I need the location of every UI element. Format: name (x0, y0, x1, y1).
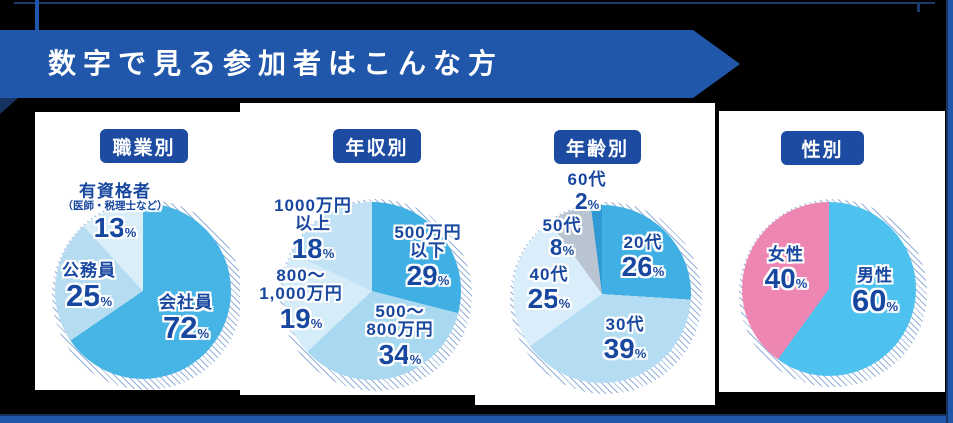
slice-label-male: 男性 60% (837, 266, 913, 319)
percent-value: 2% (574, 188, 600, 215)
percent-sign: % (322, 245, 335, 261)
left-accent-bar (35, 0, 39, 31)
slice-label-8m-10m: 800〜 1,000万円 19% (246, 266, 356, 334)
percent-sign: % (409, 351, 422, 367)
percent-value: 8% (549, 234, 575, 261)
gender-pie-chart (742, 202, 916, 376)
percent-sign: % (634, 346, 647, 362)
income-pie (280, 199, 472, 391)
card-income: 年収別 1000万円 以上 18% 500万円 以下 29% 800〜 1,00… (240, 103, 475, 395)
percent-sign: % (558, 296, 571, 312)
bottom-border (0, 414, 953, 423)
slice-label-qualified: 有資格者 （医師・税理士など） 13% (40, 182, 190, 243)
percent-value: 72% (162, 310, 210, 346)
header-banner-fold (0, 98, 18, 114)
age-pie-chart (513, 205, 691, 383)
percent-sign: % (587, 197, 600, 213)
occupation-pie (52, 200, 242, 390)
slice-label-female: 女性 40% (752, 245, 820, 295)
slice-label-20s: 20代 26% (605, 233, 681, 283)
card-occupation: 職業別 有資格者 （医師・税理士など） 13% 公務員 25% 会社員 72% (35, 112, 242, 390)
card-income-badge: 年収別 (333, 129, 421, 163)
slice-label-company-employee: 会社員 72% (147, 293, 225, 346)
percent-sign: % (562, 243, 575, 259)
slice-label-40s: 40代 25% (513, 265, 585, 315)
age-pie (510, 202, 702, 394)
header-banner-arrow-icon (693, 30, 740, 98)
percent-value: 60% (851, 283, 899, 319)
right-border (946, 0, 953, 423)
percent-value: 18% (291, 232, 335, 264)
percent-value: 34% (378, 338, 422, 370)
card-occupation-badge-label: 職業別 (112, 137, 176, 159)
percent-sign: % (886, 299, 899, 315)
card-age: 年齢別 60代 2% 50代 8% 20代 26% 40代 25% 30代 39… (475, 103, 715, 405)
percent-value: 26% (621, 251, 665, 283)
top-accent-line (14, 2, 935, 4)
percent-sign: % (310, 315, 323, 331)
card-gender-badge-label: 性別 (801, 139, 844, 161)
slice-label-under-5m: 500万円 以下 29% (388, 223, 468, 291)
percent-value: 29% (406, 259, 450, 291)
percent-sign: % (652, 264, 665, 280)
card-gender-badge: 性別 (781, 131, 864, 165)
percent-value: 40% (764, 263, 808, 295)
slice-label-over-10m: 1000万円 以上 18% (258, 196, 368, 264)
percent-value: 25% (527, 283, 571, 315)
slice-label-60s: 60代 2% (558, 170, 616, 215)
percent-sign: % (124, 224, 137, 240)
income-pie-chart (283, 202, 461, 380)
page-title: 数字で見る参加者はこんな方 (48, 48, 504, 79)
header-banner (0, 30, 693, 98)
slice-label-50s: 50代 8% (532, 216, 592, 261)
card-age-badge-label: 年齢別 (565, 138, 629, 160)
gender-pie (739, 199, 927, 387)
card-income-badge-label: 年収別 (345, 137, 409, 159)
percent-value: 25% (65, 278, 113, 314)
top-accent-tick (917, 2, 920, 12)
card-occupation-badge: 職業別 (100, 129, 188, 163)
percent-value: 39% (603, 333, 647, 365)
percent-value: 13% (93, 211, 137, 243)
percent-value: 19% (279, 302, 323, 334)
card-gender: 性別 女性 40% 男性 60% (719, 111, 945, 392)
slice-label-5m-8m: 500〜 800万円 34% (352, 302, 448, 370)
card-age-badge: 年齢別 (554, 130, 641, 164)
slice-label-30s: 30代 39% (583, 315, 667, 365)
percent-sign: % (795, 276, 808, 292)
slice-label-civil-servant: 公務員 25% (47, 261, 131, 314)
percent-sign: % (100, 294, 113, 310)
percent-sign: % (437, 272, 450, 288)
occupation-pie-chart (55, 203, 231, 379)
percent-sign: % (197, 326, 210, 342)
